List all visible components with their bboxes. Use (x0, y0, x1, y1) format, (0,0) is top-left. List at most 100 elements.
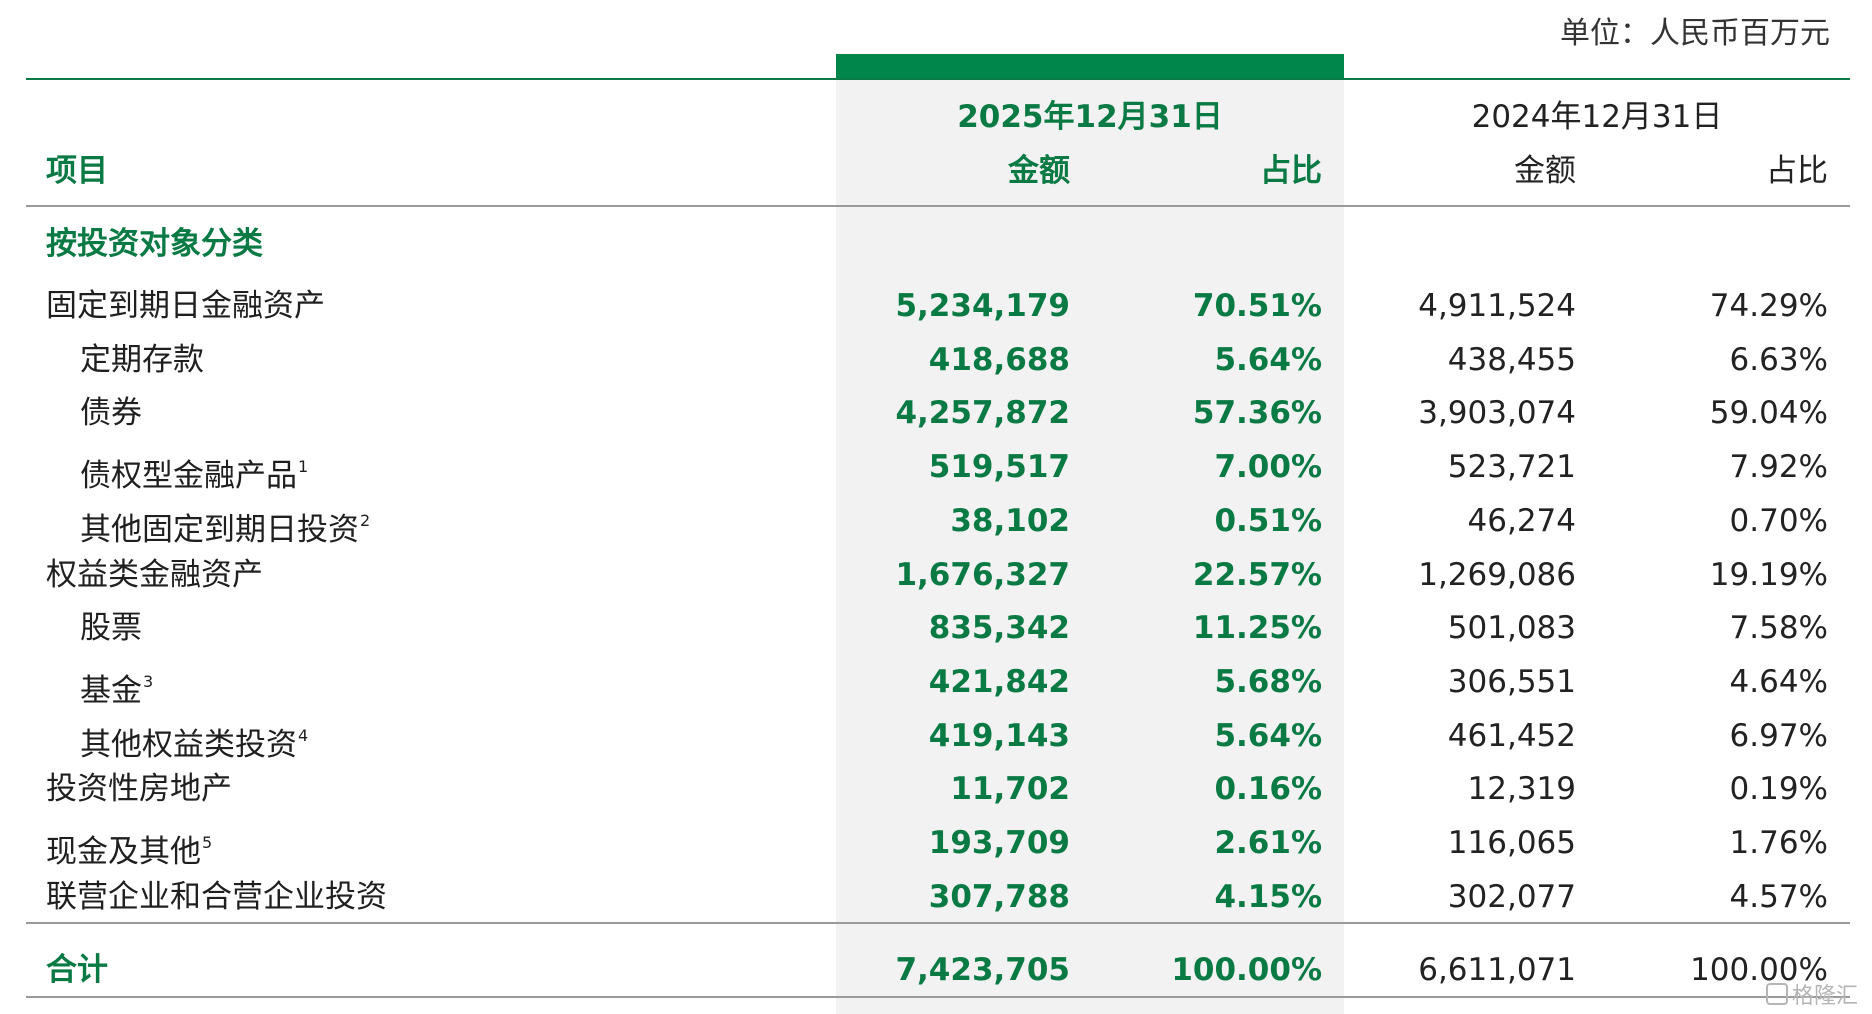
table-row: 债权型金融产品1 519,517 7.00% 523,721 7.92% (0, 439, 1872, 496)
footnote-marker: 3 (143, 672, 154, 691)
previous-ratio-cell: 59.04% (1709, 395, 1828, 431)
current-year-column-shading (836, 54, 1344, 1014)
row-label: 联营企业和合营企业投资 (46, 877, 387, 917)
row-label-text: 固定到期日金融资产 (46, 288, 325, 324)
unit-label: 单位：人民币百万元 (1560, 16, 1830, 51)
previous-ratio-cell: 0.19% (1729, 771, 1828, 807)
watermark-text: 格隆汇 (1791, 984, 1858, 1009)
row-label: 基金3 (80, 662, 153, 711)
total-previous-amount: 6,611,071 (1418, 952, 1576, 988)
header-rule (26, 205, 1850, 207)
table-row: 现金及其他5 193,709 2.61% 116,065 1.76% (0, 815, 1872, 872)
previous-amount-cell: 116,065 (1447, 825, 1576, 861)
current-ratio-cell: 5.64% (1214, 342, 1322, 378)
row-label-text: 股票 (80, 610, 142, 646)
previous-amount-cell: 3,903,074 (1418, 395, 1576, 431)
current-ratio-cell: 5.64% (1214, 718, 1322, 754)
previous-amount-cell: 438,455 (1447, 342, 1576, 378)
row-label: 权益类金融资产 (46, 555, 263, 595)
row-label-text: 现金及其他 (46, 834, 201, 870)
watermark-logo-icon (1765, 983, 1788, 1005)
table-row: 固定到期日金融资产 5,234,179 70.51% 4,911,524 74.29% (0, 278, 1872, 332)
current-ratio-header: 占比 (1260, 153, 1322, 189)
total-previous-ratio: 100.00% (1690, 952, 1828, 988)
previous-amount-cell: 46,274 (1467, 503, 1576, 539)
current-ratio-cell: 2.61% (1214, 825, 1322, 861)
item-column-header: 项目 (46, 153, 108, 189)
total-current-ratio: 100.00% (1171, 952, 1322, 988)
row-label: 投资性房地产 (46, 769, 232, 809)
current-ratio-cell: 4.15% (1214, 879, 1322, 915)
current-amount-cell: 11,702 (950, 771, 1070, 807)
table-row: 其他权益类投资4 419,143 5.64% 461,452 6.97% (0, 708, 1872, 765)
table-row: 债券 4,257,872 57.36% 3,903,074 59.04% (0, 385, 1872, 439)
previous-ratio-cell: 7.58% (1729, 610, 1828, 646)
current-amount-cell: 835,342 (928, 610, 1070, 646)
current-ratio-cell: 70.51% (1192, 288, 1322, 324)
row-label: 定期存款 (80, 340, 204, 380)
top-rule (26, 78, 1850, 80)
previous-amount-cell: 523,721 (1447, 449, 1576, 485)
current-amount-cell: 38,102 (950, 503, 1070, 539)
previous-amount-cell: 306,551 (1447, 664, 1576, 700)
row-label: 固定到期日金融资产 (46, 286, 325, 326)
previous-ratio-cell: 19.19% (1709, 557, 1828, 593)
total-current-amount: 7,423,705 (895, 952, 1070, 988)
previous-ratio-cell: 4.57% (1729, 879, 1828, 915)
current-ratio-cell: 11.25% (1192, 610, 1322, 646)
previous-ratio-cell: 7.92% (1729, 449, 1828, 485)
row-label-text: 联营企业和合营企业投资 (46, 879, 387, 915)
current-amount-cell: 4,257,872 (895, 395, 1070, 431)
table-row: 定期存款 418,688 5.64% 438,455 6.63% (0, 332, 1872, 386)
previous-amount-cell: 1,269,086 (1418, 557, 1576, 593)
previous-ratio-cell: 6.97% (1729, 718, 1828, 754)
row-label-text: 基金 (80, 673, 142, 709)
row-label: 现金及其他5 (46, 823, 212, 872)
current-amount-cell: 419,143 (928, 718, 1070, 754)
total-row: 合计 7,423,705 100.00% 6,611,071 100.00% (0, 942, 1872, 996)
current-amount-cell: 418,688 (928, 342, 1070, 378)
previous-ratio-header: 占比 (1766, 153, 1828, 189)
row-label-text: 权益类金融资产 (46, 557, 263, 593)
current-ratio-cell: 7.00% (1214, 449, 1322, 485)
current-amount-cell: 519,517 (928, 449, 1070, 485)
previous-ratio-cell: 6.63% (1729, 342, 1828, 378)
table-row: 股票 835,342 11.25% 501,083 7.58% (0, 600, 1872, 654)
previous-ratio-cell: 74.29% (1709, 288, 1828, 324)
current-year-header-bar (836, 54, 1344, 78)
current-ratio-cell: 0.51% (1214, 503, 1322, 539)
current-amount-cell: 1,676,327 (895, 557, 1070, 593)
row-label-text: 其他权益类投资 (80, 727, 297, 763)
row-label: 其他权益类投资4 (80, 716, 308, 765)
table-row: 联营企业和合营企业投资 307,788 4.15% 302,077 4.57% (0, 869, 1872, 923)
footnote-marker: 1 (298, 457, 309, 476)
table-row: 投资性房地产 11,702 0.16% 12,319 0.19% (0, 761, 1872, 815)
footnote-marker: 5 (202, 833, 213, 852)
footnote-marker: 2 (360, 511, 371, 530)
row-label: 其他固定到期日投资2 (80, 501, 370, 550)
previous-amount-header: 金额 (1514, 153, 1576, 189)
table-row: 其他固定到期日投资2 38,102 0.51% 46,274 0.70% (0, 493, 1872, 550)
current-amount-cell: 193,709 (928, 825, 1070, 861)
row-label: 债权型金融产品1 (80, 447, 308, 496)
row-label: 股票 (80, 608, 142, 648)
previous-ratio-cell: 0.70% (1729, 503, 1828, 539)
row-label: 债券 (80, 393, 142, 433)
previous-amount-cell: 12,319 (1467, 771, 1576, 807)
current-amount-header: 金额 (1008, 153, 1070, 189)
row-label-text: 债权型金融产品 (80, 458, 297, 494)
row-label-text: 投资性房地产 (46, 771, 232, 807)
previous-amount-cell: 501,083 (1447, 610, 1576, 646)
watermark: 格隆汇 (1765, 978, 1858, 1010)
previous-ratio-cell: 1.76% (1729, 825, 1828, 861)
row-label-text: 债券 (80, 395, 142, 431)
previous-amount-cell: 461,452 (1447, 718, 1576, 754)
current-ratio-cell: 5.68% (1214, 664, 1322, 700)
total-label: 合计 (46, 952, 108, 988)
footnote-marker: 4 (298, 726, 309, 745)
current-ratio-cell: 22.57% (1192, 557, 1322, 593)
total-rule (26, 922, 1850, 924)
previous-amount-cell: 302,077 (1447, 879, 1576, 915)
previous-ratio-cell: 4.64% (1729, 664, 1828, 700)
current-ratio-cell: 0.16% (1214, 771, 1322, 807)
